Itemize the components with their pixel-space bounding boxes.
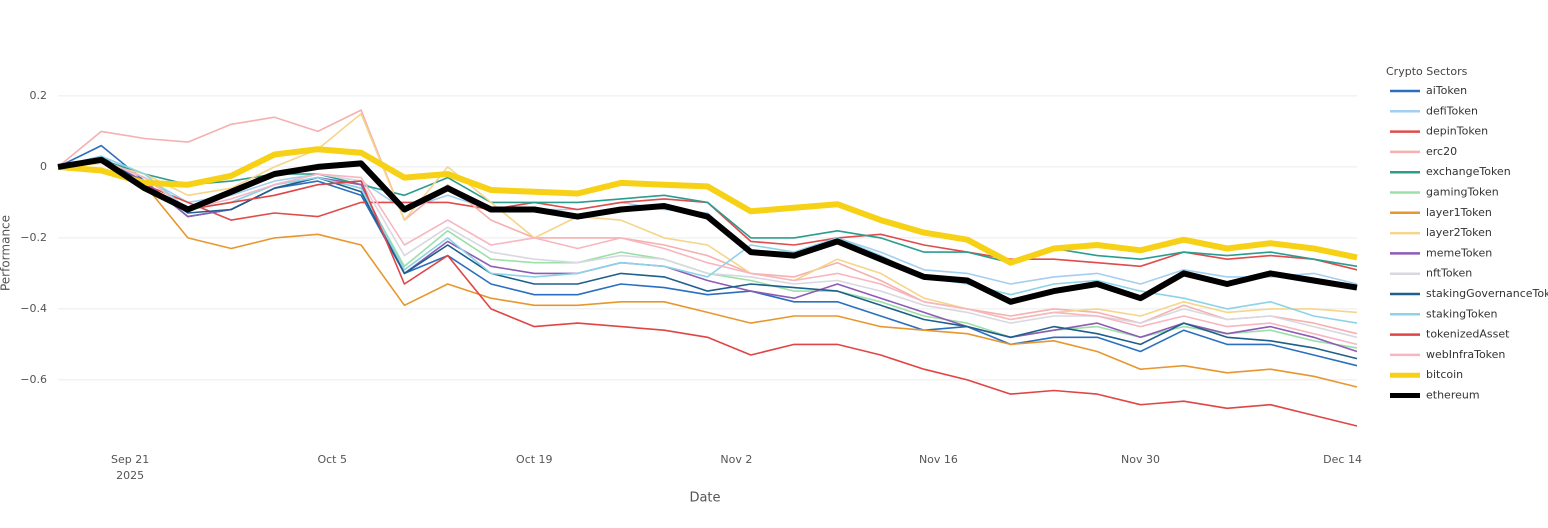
legend-label: layer1Token (1426, 206, 1492, 219)
series-line (57, 155, 1358, 360)
legend-label: tokenizedAsset (1426, 328, 1510, 341)
series-line (57, 146, 1358, 266)
legend-label: gamingToken (1426, 186, 1499, 199)
legend-title: Crypto Sectors (1386, 65, 1468, 78)
legend-label: memeToken (1426, 246, 1492, 259)
legend-label: depinToken (1426, 125, 1488, 138)
x-tick-label: Dec 14 (1323, 453, 1362, 466)
legend-label: layer2Token (1426, 226, 1492, 239)
y-tick-label: 0 (40, 160, 47, 173)
legend-label: stakingToken (1426, 307, 1497, 320)
x-axis-label: Date (689, 491, 720, 506)
series-line (57, 159, 1358, 427)
x-tick-label: Oct 19 (516, 453, 553, 466)
legend-label: defiToken (1426, 104, 1478, 117)
series-line (57, 159, 1358, 388)
series-line (57, 112, 1358, 321)
legend-label: webInfraToken (1426, 348, 1505, 361)
legend-label: exchangeToken (1426, 165, 1511, 178)
legend-label: erc20 (1426, 145, 1457, 158)
x-tick-year: 2025 (116, 469, 144, 482)
series-line (57, 159, 1358, 285)
legend-label: ethereum (1426, 389, 1480, 402)
legend-label: nftToken (1426, 267, 1472, 280)
series-line (57, 159, 1358, 346)
x-tick-label: Nov 16 (919, 453, 958, 466)
y-tick-label: 0.2 (30, 89, 48, 102)
legend: aiToken defiToken depinToken erc20 exchangeT… (1390, 84, 1548, 402)
legend-label: aiToken (1426, 84, 1467, 97)
x-tick-label: Sep 21 (111, 453, 149, 466)
legend-label: stakingGovernanceToken (1426, 287, 1548, 300)
series-line (57, 156, 1358, 305)
x-tick-label: Nov 30 (1121, 453, 1160, 466)
y-tick-label: −0.6 (20, 373, 47, 386)
y-axis-label: Performance (0, 215, 13, 291)
y-tick-label: −0.2 (20, 231, 47, 244)
y-tick-label: −0.4 (20, 302, 47, 315)
x-tick-label: Nov 2 (720, 453, 752, 466)
series-line (57, 109, 1358, 335)
x-tick-label: Oct 5 (317, 453, 347, 466)
legend-label: bitcoin (1426, 368, 1463, 381)
